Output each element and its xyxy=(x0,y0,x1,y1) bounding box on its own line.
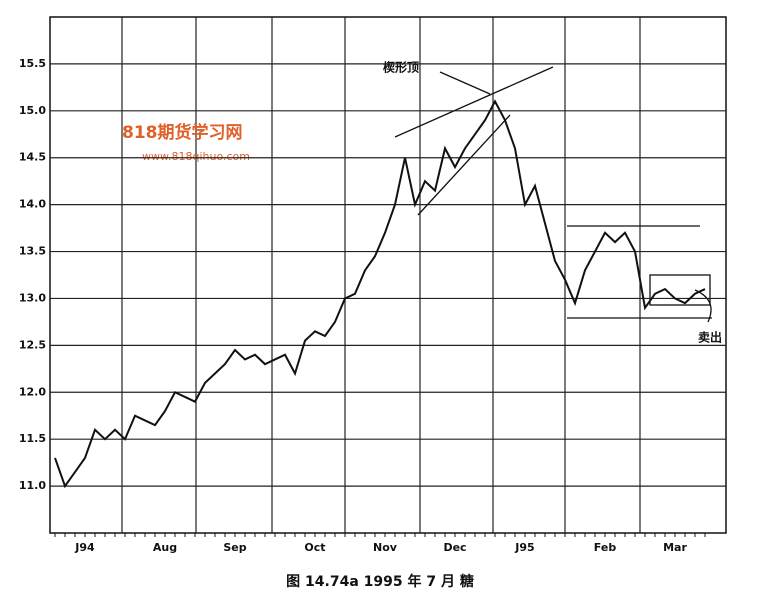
y-tick-label: 15.5 xyxy=(19,57,46,70)
x-tick-label: Feb xyxy=(594,541,617,554)
x-tick-label: J94 xyxy=(74,541,95,554)
watermark-url: www.818qihuo.com xyxy=(142,150,250,163)
annotation: 卖出 xyxy=(698,330,722,345)
month-grid xyxy=(121,17,641,533)
x-tick-label: Mar xyxy=(663,541,687,554)
y-tick-label: 15.0 xyxy=(19,104,46,117)
x-tick-label: Sep xyxy=(223,541,246,554)
y-tick-label: 12.5 xyxy=(19,338,46,351)
trend-lines xyxy=(394,66,712,323)
caption: 图 14.74a 1995 年 7 月 糖 xyxy=(286,573,474,590)
y-tick-label: 12.0 xyxy=(19,385,46,398)
y-tick-label: 14.5 xyxy=(19,151,46,164)
x-tick-label: J95 xyxy=(514,541,534,554)
plot-frame xyxy=(49,16,727,534)
annotation: 楔形顶 xyxy=(383,60,419,75)
x-tick-label: Dec xyxy=(443,541,466,554)
y-tick-label: 13.0 xyxy=(19,291,46,304)
x-tick-label: Aug xyxy=(153,541,177,554)
y-tick-label: 11.0 xyxy=(19,479,46,492)
x-tick-label: Nov xyxy=(373,541,398,554)
y-tick-label: 13.5 xyxy=(19,245,46,258)
x-tick-label: Oct xyxy=(304,541,325,554)
y-tick-label: 11.5 xyxy=(19,432,46,445)
watermark: 818期货学习网 xyxy=(122,122,243,143)
price-line xyxy=(54,99,706,489)
y-tick-label: 14.0 xyxy=(19,198,46,211)
